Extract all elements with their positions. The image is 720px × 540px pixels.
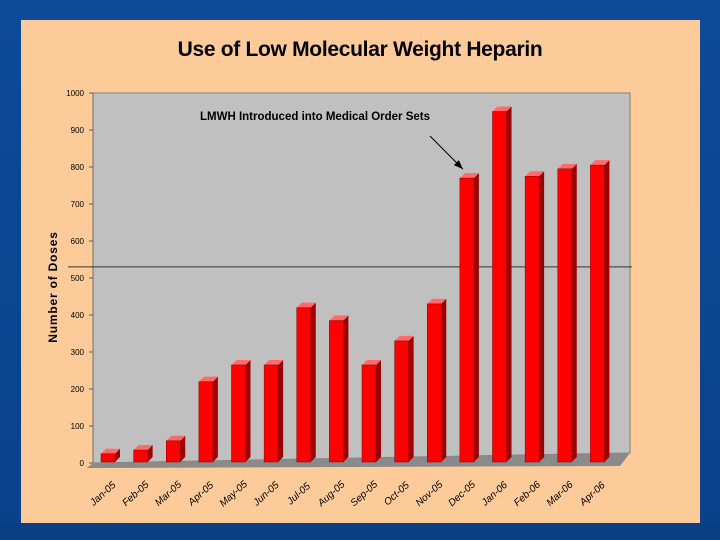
x-tick-label: Nov-05 — [414, 479, 446, 509]
x-tick-label: Oct-05 — [382, 480, 412, 509]
bottom-strip — [0, 523, 720, 540]
bar-side — [278, 359, 284, 462]
bar-side — [408, 335, 414, 462]
bar-side — [473, 173, 479, 462]
bar — [361, 364, 377, 463]
bar — [296, 307, 311, 463]
bar-side — [245, 359, 251, 462]
x-tick-label: May-05 — [218, 479, 250, 510]
bar — [524, 176, 540, 463]
annotation-arrowhead — [453, 160, 463, 170]
bar-side — [506, 106, 512, 462]
x-tick-label: Jan-05 — [88, 480, 119, 510]
x-tick-label: Feb-05 — [120, 479, 151, 509]
bar — [492, 111, 507, 463]
x-tick-label: Sep-05 — [349, 479, 381, 509]
x-tick-label: Mar-06 — [545, 479, 576, 509]
bar — [557, 168, 572, 463]
y-tick-label: 0 — [80, 459, 85, 468]
bar-side — [212, 376, 218, 462]
bar — [427, 303, 442, 463]
bar-top — [198, 376, 218, 382]
bar-side — [539, 171, 545, 462]
bar-top — [101, 448, 120, 454]
y-tick-label: 700 — [71, 200, 85, 209]
bar — [263, 364, 279, 463]
annotation-label: LMWH Introduced into Medical Order Sets — [200, 111, 430, 123]
x-tick-label: Jan-06 — [479, 480, 510, 510]
bar-side — [571, 163, 577, 462]
bar — [590, 164, 605, 463]
bar-side — [180, 435, 186, 462]
bar-side — [376, 359, 381, 462]
bar-side — [310, 302, 316, 462]
x-tick-label: Feb-06 — [512, 479, 543, 509]
bar-top — [329, 315, 349, 321]
bar-top — [590, 160, 610, 166]
bar — [231, 364, 246, 463]
y-tick-label: 500 — [71, 274, 85, 283]
bar-side — [115, 448, 120, 462]
x-tick-label: Dec-05 — [447, 479, 479, 509]
bar-top — [133, 445, 153, 451]
bar-top — [525, 171, 545, 177]
bar — [459, 177, 475, 463]
y-tick-label: 200 — [71, 385, 85, 394]
bar — [394, 340, 409, 463]
bar-top — [296, 302, 316, 308]
bar-side — [604, 160, 610, 462]
y-tick-label: 300 — [71, 348, 85, 357]
y-tick-label: 1000 — [66, 89, 84, 98]
x-tick-label: Apr-05 — [186, 480, 217, 509]
bar-top — [492, 106, 512, 112]
bar — [166, 440, 181, 463]
bar-side — [147, 445, 153, 462]
bar-top — [394, 335, 414, 341]
chart-title: Use of Low Molecular Weight Heparin — [177, 38, 543, 61]
bar-top — [362, 359, 381, 365]
bar-side — [441, 298, 447, 462]
bar-top — [264, 359, 284, 365]
bar — [198, 381, 214, 463]
bar-top — [231, 359, 251, 365]
bar — [329, 320, 344, 463]
y-tick-label: 100 — [71, 422, 85, 431]
x-tick-label: Mar-05 — [153, 479, 184, 509]
bar — [133, 449, 148, 463]
x-tick-label: Jun-05 — [251, 480, 282, 510]
x-tick-label: Aug-05 — [315, 479, 347, 510]
y-tick-label: 600 — [71, 237, 85, 246]
bar-side — [343, 315, 349, 462]
bar — [100, 453, 116, 463]
bar-top — [166, 435, 186, 441]
y-tick-label: 400 — [71, 311, 85, 320]
bar-top — [459, 173, 479, 179]
y-tick-label: 900 — [71, 126, 85, 135]
bar-top — [427, 298, 447, 304]
y-tick-label: 800 — [71, 163, 85, 172]
x-tick-label: Jul-05 — [285, 481, 314, 508]
bar-top — [557, 163, 577, 169]
y-axis-title: Number of Doses — [46, 231, 60, 342]
x-tick-label: Apr-06 — [577, 480, 608, 509]
plot-area — [92, 92, 631, 464]
